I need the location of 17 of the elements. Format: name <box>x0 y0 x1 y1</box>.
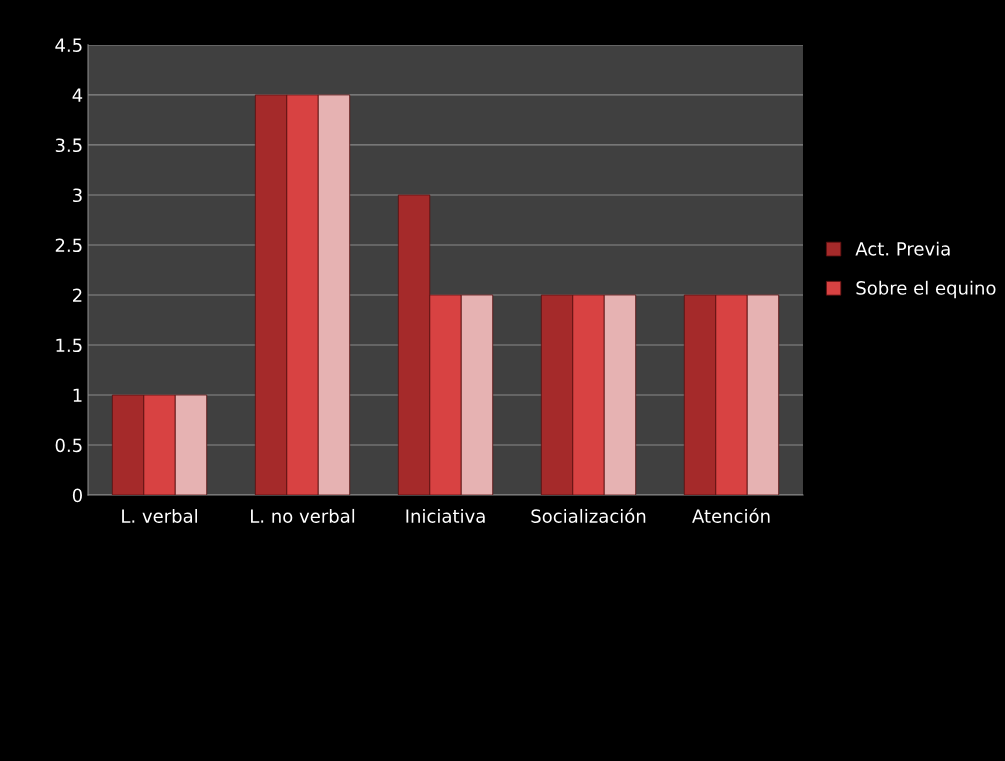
y-tick-label: 0 <box>72 488 82 503</box>
y-tick-label: 2 <box>73 288 82 302</box>
y-tick-label: 1 <box>73 388 82 402</box>
y-tick-label: 0.5 <box>55 438 82 453</box>
y-tick-label: 4 <box>72 88 83 102</box>
legend-label: Act. Previa <box>855 241 950 256</box>
x-tick-label: L. verbal <box>122 508 197 523</box>
y-tick-label: 1.5 <box>56 338 82 353</box>
x-tick-label: L. no verbal <box>251 508 355 523</box>
y-tick-label: 3 <box>73 188 82 203</box>
y-tick-label: 2.5 <box>55 238 82 253</box>
x-tick-label: Atención <box>692 508 770 523</box>
x-tick-label: Socialización <box>531 508 646 523</box>
x-tick-label: Iniciativa <box>406 508 485 523</box>
y-tick-label: 3.5 <box>55 138 82 153</box>
legend-label: Sobre el equino <box>856 280 996 299</box>
y-tick-label: 4.5 <box>55 38 82 53</box>
